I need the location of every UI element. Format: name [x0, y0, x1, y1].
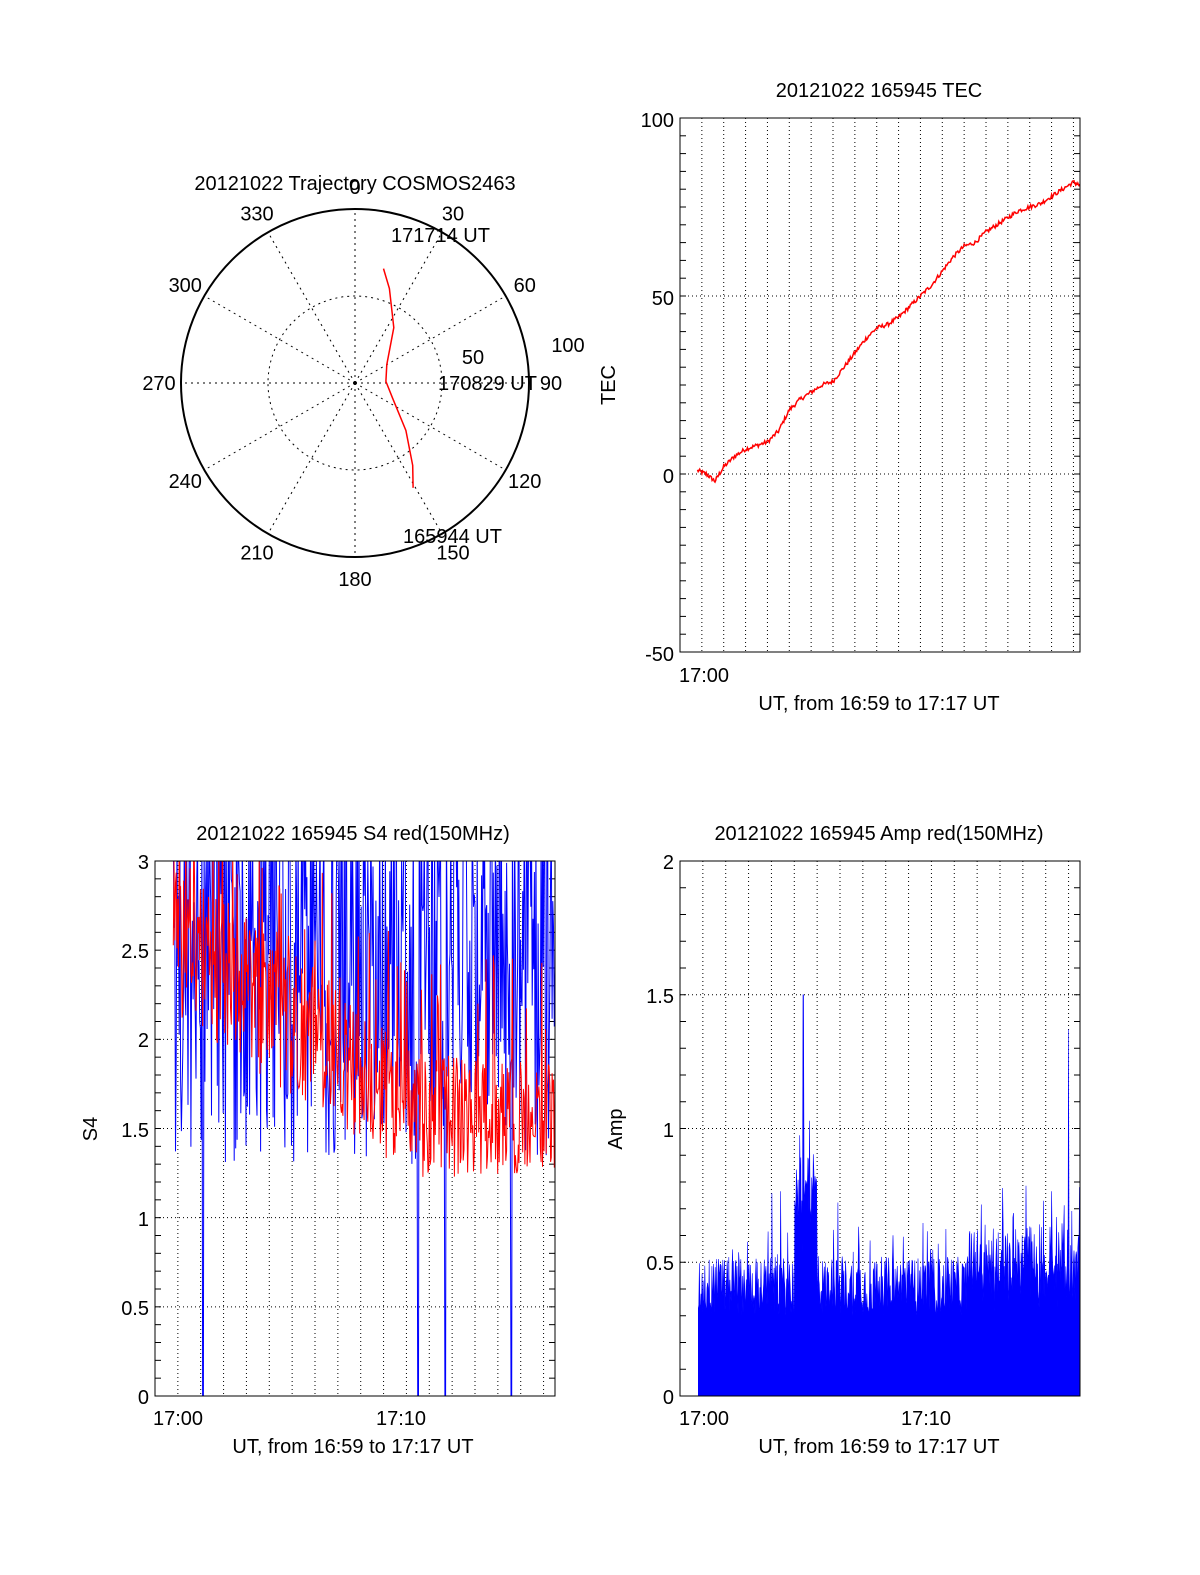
polar-azimuth-label: 240 — [169, 471, 202, 493]
tec-ytick-minus50: -50 — [645, 644, 674, 666]
polar-title: 20121022 Trajectory COSMOS2463 — [194, 173, 515, 195]
tec-title: 20121022 165945 TEC — [776, 80, 982, 102]
polar-spoke — [354, 295, 506, 384]
polar-azimuth-label: 270 — [142, 373, 175, 395]
s4-title: 20121022 165945 S4 red(150MHz) — [196, 823, 510, 845]
amp-ytick-0: 0 — [663, 1387, 674, 1409]
s4-ytick-1.5: 1.5 — [121, 1120, 149, 1142]
tec-ytick-0: 0 — [663, 466, 674, 488]
amp-plot: 20121022 165945 Amp red(150MHz) 2 1.5 1 … — [605, 823, 1081, 1458]
amp-ytick-0.5: 0.5 — [646, 1253, 674, 1275]
amp-frame — [679, 860, 1081, 1397]
polar-azimuth-label: 300 — [169, 275, 202, 297]
s4-xlabel: UT, from 16:59 to 17:17 UT — [232, 1436, 473, 1458]
polar-spoke — [204, 382, 356, 471]
s4-ytick-0: 0 — [138, 1387, 149, 1409]
tec-xlabel: UT, from 16:59 to 17:17 UT — [758, 693, 999, 715]
polar-spoke — [354, 232, 443, 384]
tec-plot: 20121022 165945 TEC 100 50 0 -50 17:00 U… — [598, 80, 1081, 715]
s4-ytick-3: 3 — [138, 852, 149, 874]
amp-xtick-1700: 17:00 — [679, 1408, 729, 1430]
polar-radial-label-50: 50 — [462, 347, 484, 369]
tec-ytick-50: 50 — [652, 288, 674, 310]
s4-blue-series-line — [173, 861, 555, 1396]
s4-red-series-line — [172, 861, 555, 1177]
amp-ylabel: Amp — [605, 1108, 627, 1149]
amp-xtick-1710: 17:10 — [901, 1408, 951, 1430]
s4-ytick-2: 2 — [138, 1030, 149, 1052]
polar-inner-ring — [267, 295, 443, 471]
amp-title: 20121022 165945 Amp red(150MHz) — [714, 823, 1043, 845]
trajectory-end-label: 171714 UT — [391, 225, 490, 247]
tec-series-line — [696, 179, 1081, 484]
trajectory-line — [382, 268, 414, 488]
polar-spoke — [267, 232, 356, 384]
polar-azimuth-label: 150 — [436, 543, 469, 565]
amp-ytick-1.5: 1.5 — [646, 986, 674, 1008]
s4-plot: 20121022 165945 S4 red(150MHz) 3 2.5 2 1… — [80, 823, 556, 1458]
polar-azimuth-label: 60 — [514, 275, 536, 297]
s4-xtick-1700: 17:00 — [153, 1408, 203, 1430]
polar-grid — [181, 209, 529, 557]
amp-series-fill — [697, 994, 1080, 1396]
s4-xtick-1710: 17:10 — [376, 1408, 426, 1430]
polar-azimuth-label: 120 — [508, 471, 541, 493]
polar-spoke — [354, 382, 443, 534]
trajectory-mid-label: 170829 UT — [438, 373, 537, 395]
s4-ytick-2.5: 2.5 — [121, 941, 149, 963]
tec-frame — [679, 117, 1081, 653]
tec-ylabel: TEC — [598, 365, 620, 405]
polar-radial-label-100: 100 — [551, 335, 584, 357]
polar-azimuth-label: 330 — [240, 203, 273, 225]
polar-azimuth-labels: 0 30 60 90 120 150 180 210 240 270 300 330 — [142, 177, 562, 591]
s4-ytick-0.5: 0.5 — [121, 1298, 149, 1320]
polar-outer-ring — [180, 208, 530, 558]
amp-ytick-2: 2 — [663, 852, 674, 874]
polar-azimuth-label: 0 — [349, 177, 360, 199]
s4-frame — [154, 860, 556, 1397]
amp-ytick-1: 1 — [663, 1120, 674, 1142]
polar-spoke — [204, 295, 356, 384]
polar-azimuth-label: 180 — [338, 569, 371, 591]
s4-ytick-1: 1 — [138, 1209, 149, 1231]
trajectory-start-label: 165944 UT — [403, 526, 502, 548]
polar-plot: 20121022 Trajectory COSMOS2463 0 30 60 90 12… — [142, 173, 584, 591]
amp-xlabel: UT, from 16:59 to 17:17 UT — [758, 1436, 999, 1458]
polar-azimuth-label: 210 — [240, 543, 273, 565]
polar-azimuth-label: 30 — [442, 203, 464, 225]
polar-azimuth-label: 90 — [540, 373, 562, 395]
s4-ylabel: S4 — [80, 1117, 102, 1141]
polar-spoke — [267, 382, 356, 534]
polar-spoke — [354, 382, 506, 471]
tec-grid — [680, 118, 1080, 652]
tec-xtick-1700: 17:00 — [679, 665, 729, 687]
tec-ytick-100: 100 — [641, 110, 674, 132]
